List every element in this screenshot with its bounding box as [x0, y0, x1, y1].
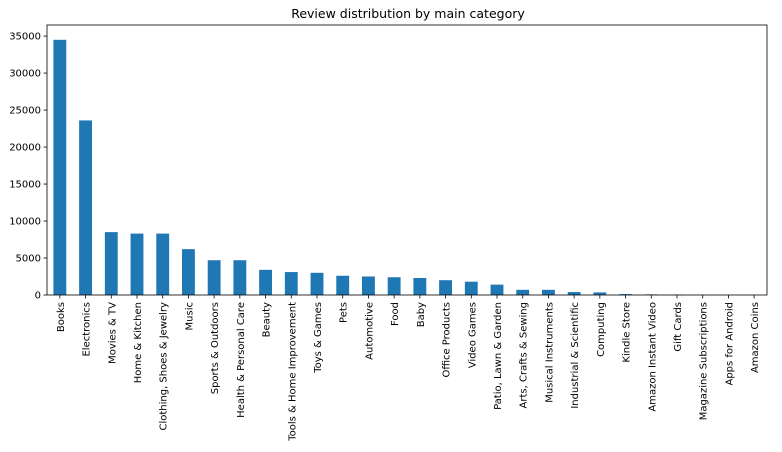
x-tick-label: Books	[56, 302, 67, 332]
x-tick-label: Apps for Android	[724, 302, 735, 386]
plot-frame	[47, 25, 767, 295]
x-tick-label: Amazon Coins	[750, 302, 761, 373]
y-tick-label: 5000	[16, 254, 41, 265]
bar	[285, 272, 298, 295]
x-tick-label: Health & Personal Care	[236, 302, 247, 418]
y-tick-label: 10000	[9, 217, 41, 228]
x-tick-label: Toys & Games	[313, 302, 324, 374]
bar	[491, 285, 504, 295]
x-tick-label: Sports & Outdoors	[210, 302, 221, 394]
x-tick-label: Magazine Subscriptions	[699, 302, 710, 420]
bar	[439, 280, 452, 295]
x-tick-label: Kindle Store	[622, 302, 633, 363]
y-tick-label: 30000	[9, 69, 41, 80]
x-tick-label: Food	[390, 302, 401, 326]
x-tick-label: Arts, Crafts & Sewing	[519, 302, 530, 408]
bar	[388, 277, 401, 295]
x-tick-label: Electronics	[82, 302, 93, 357]
bar	[79, 120, 92, 295]
x-tick-label: Office Products	[442, 302, 453, 378]
bar	[413, 278, 426, 295]
bar	[208, 260, 221, 295]
x-tick-label: Patio, Lawn & Garden	[493, 302, 504, 410]
bar	[53, 40, 66, 295]
y-tick-label: 20000	[9, 143, 41, 154]
x-tick-label: Automotive	[364, 302, 375, 360]
x-tick-label: Gift Cards	[673, 302, 684, 352]
x-tick-label: Beauty	[262, 302, 273, 337]
x-tick-label: Amazon Instant Video	[647, 302, 658, 412]
x-tick-label: Pets	[339, 302, 350, 323]
y-tick-label: 35000	[9, 32, 41, 43]
x-tick-label: Music	[184, 302, 195, 330]
bar	[516, 290, 529, 295]
bars-layer	[53, 40, 760, 295]
bar	[156, 234, 169, 295]
y-axis: 0 5000 10000 15000 20000 25000 30000 35000	[9, 32, 47, 302]
bar	[311, 273, 324, 295]
chart-title: Review distribution by main category	[291, 6, 525, 21]
y-tick-label: 15000	[9, 180, 41, 191]
bar	[465, 282, 478, 295]
x-tick-label: Musical Instruments	[544, 302, 555, 403]
y-tick-label: 0	[35, 291, 41, 302]
bar	[362, 277, 375, 295]
bar	[568, 292, 581, 295]
bar	[542, 290, 555, 295]
x-tick-label: Industrial & Scientific	[570, 302, 581, 409]
bar	[182, 249, 195, 295]
x-tick-label: Home & Kitchen	[133, 302, 144, 383]
x-tick-label: Tools & Home Improvement	[287, 302, 298, 442]
x-tick-label: Clothing, Shoes & Jewelry	[159, 302, 170, 431]
bar	[233, 260, 246, 295]
x-axis: Books Electronics Movies & TV Home & Kitche…	[56, 295, 761, 442]
x-tick-label: Movies & TV	[107, 302, 118, 364]
x-tick-label: Computing	[596, 302, 607, 357]
bar	[336, 276, 349, 295]
x-tick-label: Baby	[416, 302, 427, 327]
bar	[131, 234, 144, 295]
y-tick-label: 25000	[9, 106, 41, 117]
x-tick-label: Video Games	[467, 302, 478, 368]
bar	[105, 232, 118, 295]
bar	[259, 270, 272, 295]
